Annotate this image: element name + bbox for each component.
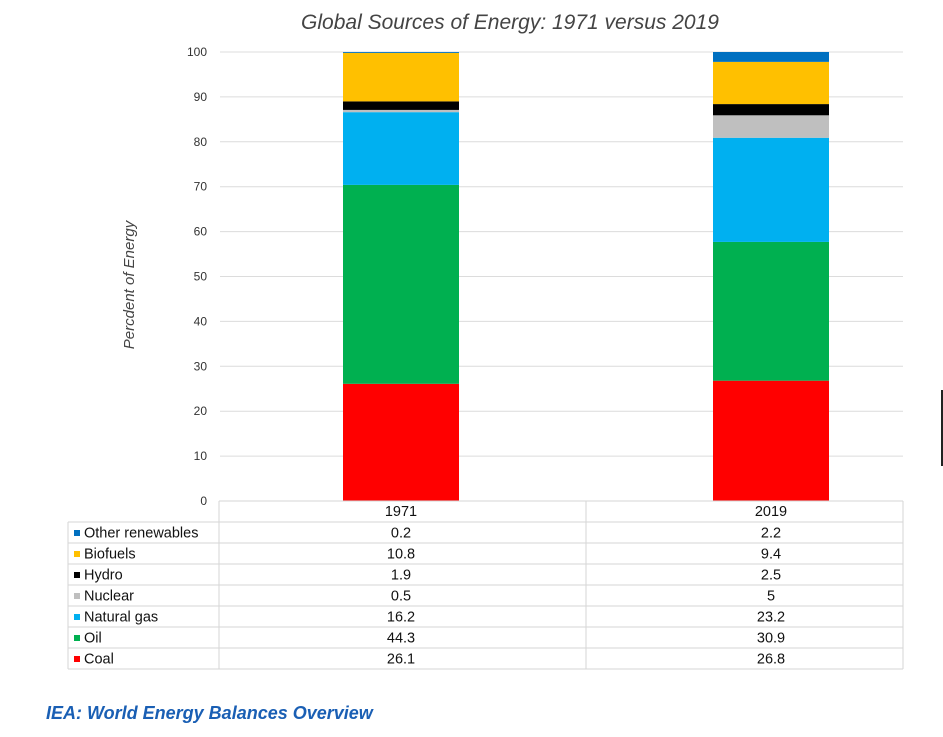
y-tick-label: 10 [194, 449, 208, 463]
bar-segment-other-renewables-1971 [343, 52, 459, 53]
y-tick-label: 30 [194, 359, 208, 373]
data-label: 0.2 [391, 526, 411, 542]
legend-entry: Hydro [84, 568, 123, 584]
data-label: 1.9 [391, 568, 411, 584]
legend-swatch [74, 656, 80, 662]
data-label: 5 [767, 589, 775, 605]
bar-segment-oil-1971 [343, 184, 459, 384]
bar-segment-oil-2019 [713, 241, 829, 381]
y-tick-label: 80 [194, 135, 208, 149]
y-tick-label: 40 [194, 314, 208, 328]
y-tick-label: 20 [194, 404, 208, 418]
legend-swatch [74, 551, 80, 557]
bar-segment-nuclear-1971 [343, 109, 459, 113]
bar-segment-natural-gas-2019 [713, 137, 829, 242]
source-link[interactable]: IEA: World Energy Balances Overview [46, 703, 373, 723]
bars [343, 52, 829, 501]
data-label: 16.2 [387, 610, 415, 626]
data-label: 2.2 [761, 526, 781, 542]
legend-entry: Natural gas [84, 610, 158, 626]
y-tick-label: 90 [194, 90, 208, 104]
bar-segment-nuclear-2019 [713, 115, 829, 138]
chart-title: Global Sources of Energy: 1971 versus 20… [301, 11, 719, 34]
y-tick-label: 70 [194, 180, 208, 194]
legend-swatch [74, 614, 80, 620]
legend-swatch [74, 593, 80, 599]
legend-swatch [74, 572, 80, 578]
x-tick-label: 1971 [385, 504, 417, 520]
legend-entry: Nuclear [84, 589, 134, 605]
bar-segment-biofuels-1971 [343, 52, 459, 102]
y-tick-label: 0 [200, 494, 207, 508]
legend-swatch [74, 635, 80, 641]
legend-entry: Coal [84, 652, 114, 668]
bar-segment-other-renewables-2019 [713, 52, 829, 62]
legend-entry: Oil [84, 631, 102, 647]
data-label: 26.1 [387, 652, 415, 668]
legend-swatch [74, 530, 80, 536]
legend-entry: Other renewables [84, 526, 198, 542]
data-label: 30.9 [757, 631, 785, 647]
bar-segment-hydro-1971 [343, 101, 459, 110]
bar-segment-natural-gas-1971 [343, 112, 459, 185]
bar-segment-hydro-2019 [713, 104, 829, 116]
y-tick-label: 100 [187, 45, 207, 59]
data-label: 23.2 [757, 610, 785, 626]
y-axis-label: Percdent of Energy [121, 219, 138, 349]
data-label: 26.8 [757, 652, 785, 668]
data-label: 0.5 [391, 589, 411, 605]
data-label: 44.3 [387, 631, 415, 647]
data-label: 10.8 [387, 547, 415, 563]
bar-segment-coal-2019 [713, 380, 829, 501]
y-tick-label: 50 [194, 270, 208, 284]
stacked-bar-chart: Global Sources of Energy: 1971 versus 20… [67, 11, 904, 670]
x-tick-label: 2019 [755, 504, 787, 520]
data-table: 1971 2019 Other renewables 0.2 2.2 Biofuels 10… [67, 500, 904, 670]
y-axis-ticks: 0 10 20 30 40 50 60 70 80 90 100 [187, 45, 207, 508]
legend-entry: Biofuels [84, 547, 136, 563]
data-label: 9.4 [761, 547, 781, 563]
bar-segment-coal-1971 [343, 383, 459, 501]
chart-container: Global Sources of Energy: 1971 versus 20… [67, 11, 904, 670]
data-label: 2.5 [761, 568, 781, 584]
y-tick-label: 60 [194, 225, 208, 239]
scrollbar-edge [941, 390, 943, 466]
bar-segment-biofuels-2019 [713, 61, 829, 105]
